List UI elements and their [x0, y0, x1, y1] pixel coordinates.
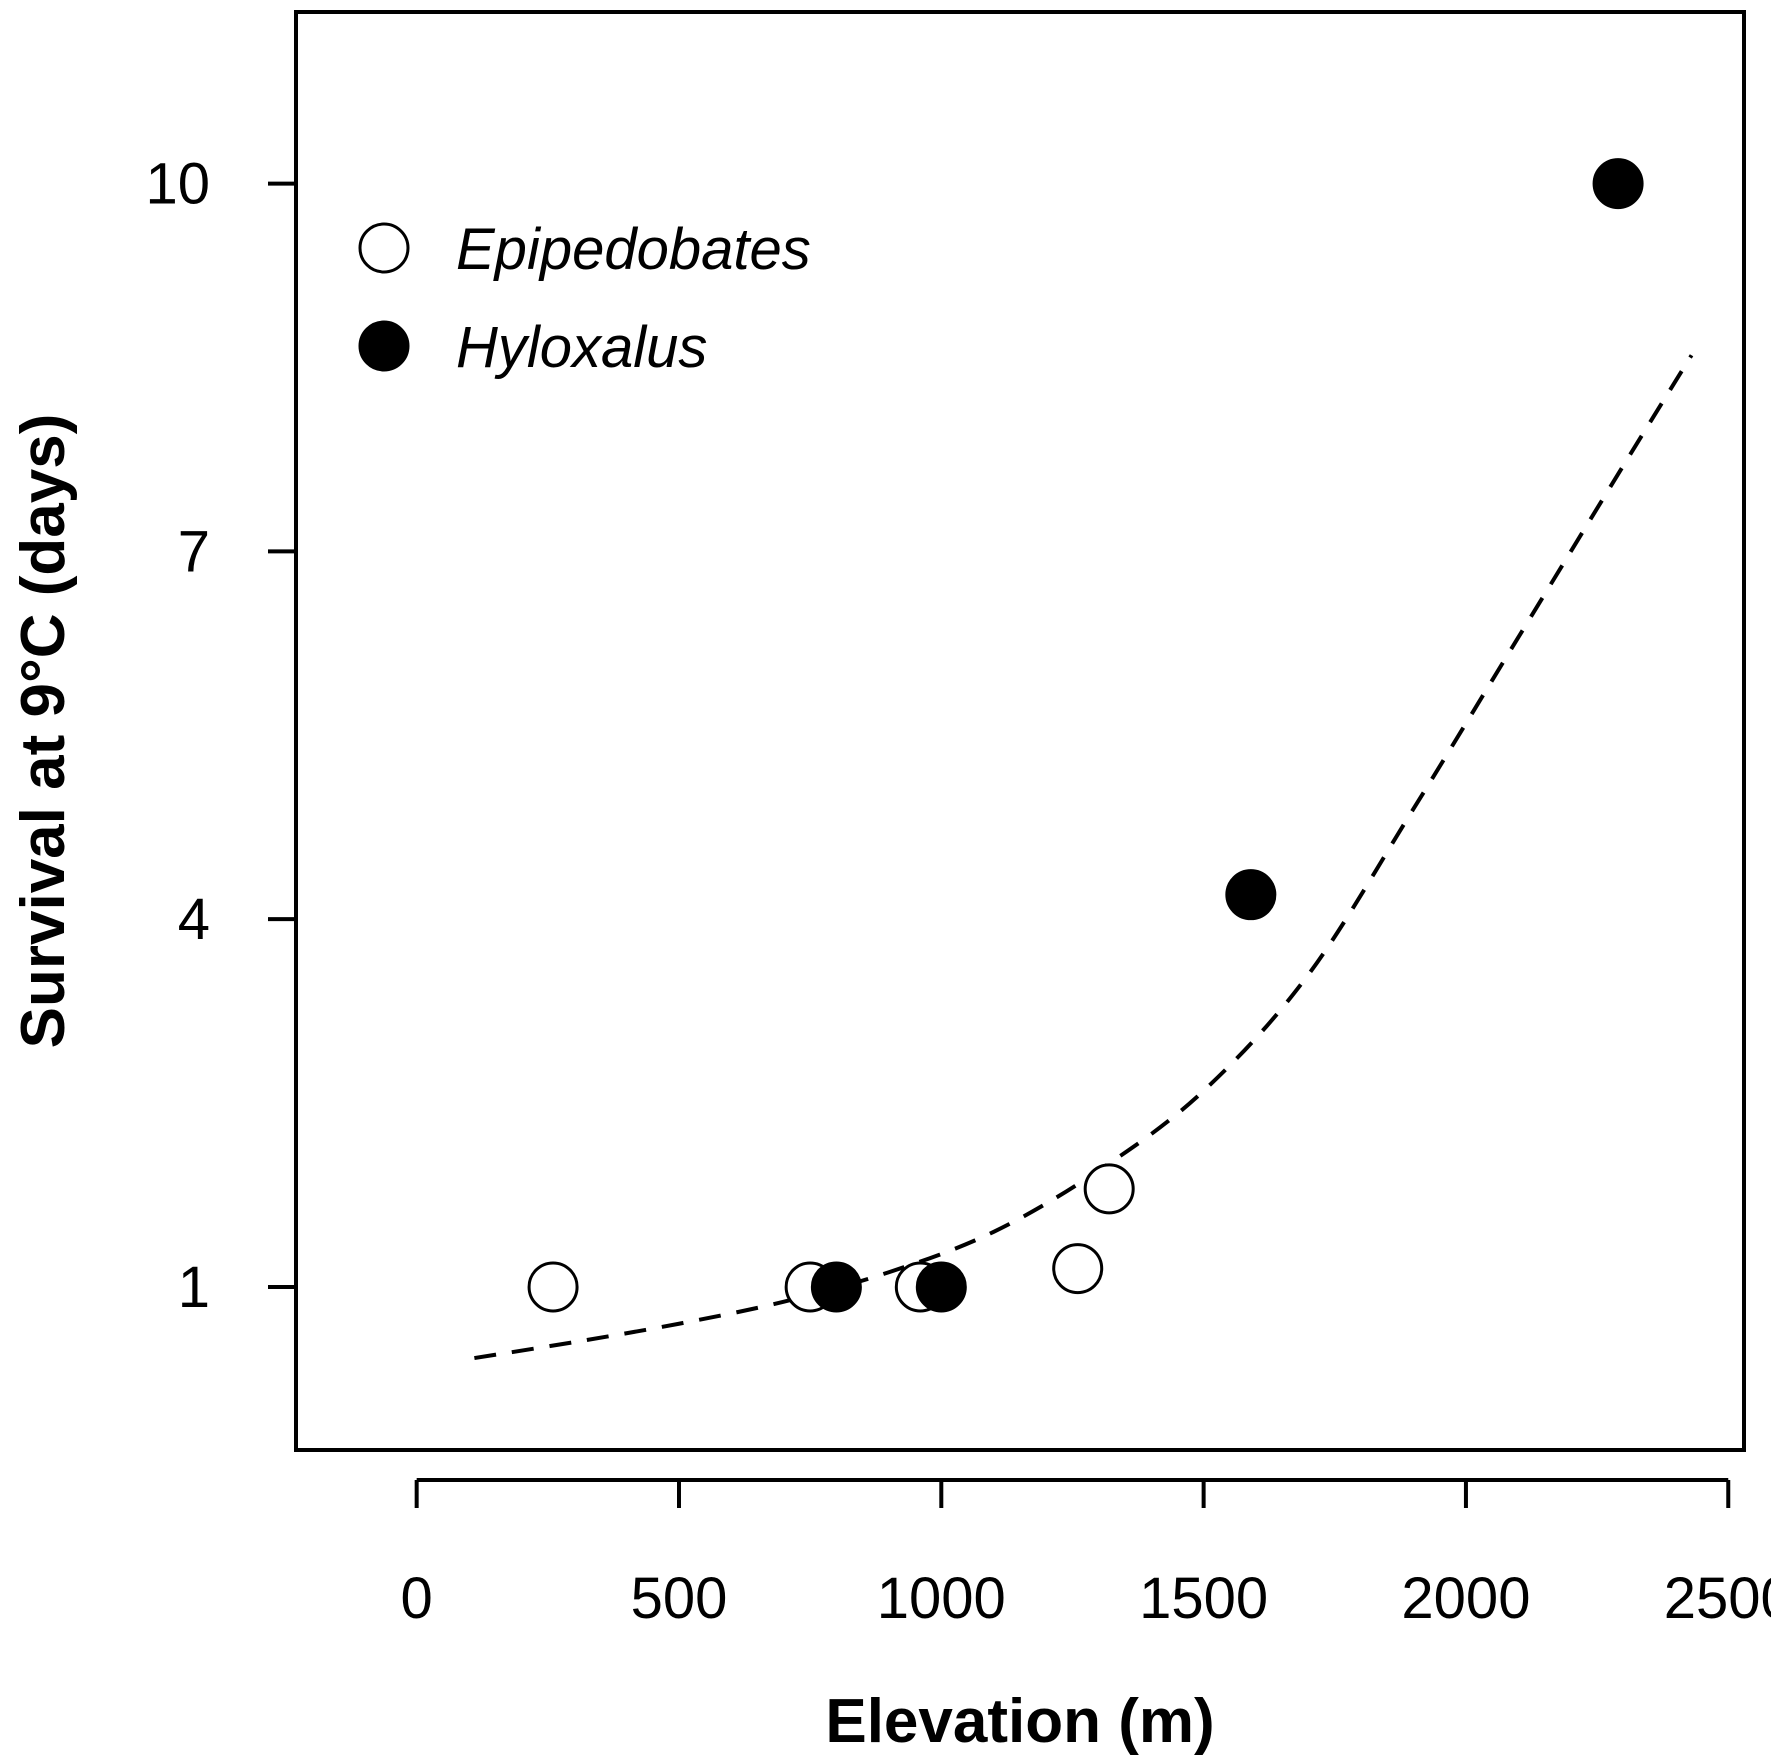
y-tick-label: 10	[145, 152, 210, 217]
hyloxalus-point	[1225, 869, 1277, 921]
y-tick-label: 7	[178, 519, 210, 584]
hyloxalus-point	[1592, 158, 1644, 210]
plot-frame	[294, 10, 1746, 1452]
y-tick-label: 4	[178, 887, 210, 952]
legend-marker	[358, 320, 410, 372]
legend-label: Epipedobates	[456, 217, 811, 282]
hyloxalus-point	[810, 1261, 862, 1313]
hyloxalus-point	[915, 1261, 967, 1313]
x-tick-label: 2000	[1401, 1566, 1530, 1631]
epipedobates-point	[527, 1261, 579, 1313]
epipedobates-point	[1052, 1243, 1104, 1295]
y-axis-title: Survival at 9°C (days)	[9, 414, 78, 1049]
x-tick-label: 0	[401, 1566, 433, 1631]
x-tick-label: 2500	[1664, 1566, 1771, 1631]
legend-marker	[358, 222, 410, 274]
x-tick-label: 1000	[877, 1566, 1006, 1631]
legend-label: Hyloxalus	[456, 315, 707, 380]
epipedobates-point	[1083, 1163, 1135, 1215]
x-axis-title: Elevation (m)	[825, 1687, 1214, 1756]
y-tick-label: 1	[178, 1255, 210, 1320]
x-tick-label: 500	[631, 1566, 728, 1631]
fit-curve	[474, 354, 1694, 1361]
x-tick-label: 1500	[1139, 1566, 1268, 1631]
